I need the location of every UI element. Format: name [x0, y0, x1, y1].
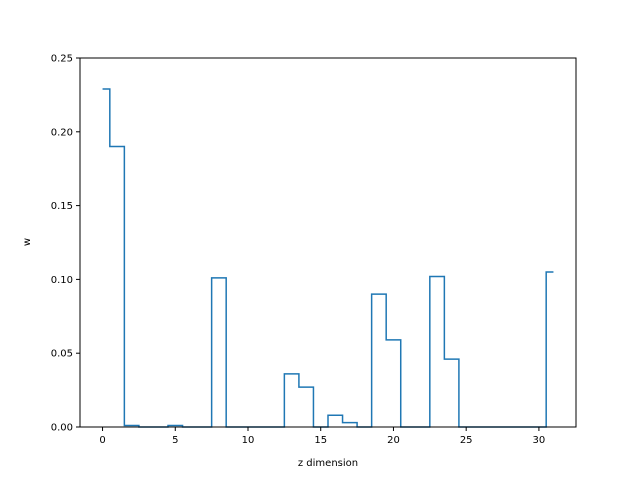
y-tick-label: 0.10 [51, 275, 73, 286]
y-tick-label: 0.25 [51, 54, 73, 65]
y-tick-label: 0.15 [51, 201, 73, 212]
data-series-line [102, 88, 554, 428]
x-tick-label: 5 [172, 435, 178, 446]
x-tick-label: 20 [387, 435, 400, 446]
y-axis: 0.00 0.05 0.10 0.15 0.20 0.25 [51, 54, 80, 434]
x-tick-label: 25 [460, 435, 473, 446]
x-tick-label: 15 [314, 435, 327, 446]
y-tick-label: 0.05 [51, 349, 73, 360]
x-tick-label: 10 [242, 435, 255, 446]
axes-frame [79, 57, 577, 428]
x-tick-label: 0 [99, 435, 105, 446]
x-axis-label: z dimension [298, 458, 358, 469]
y-axis-label: w [22, 238, 33, 246]
y-tick-label: 0.00 [51, 423, 73, 434]
x-tick-label: 30 [533, 435, 546, 446]
x-axis: 0 5 10 15 20 25 30 [99, 427, 545, 446]
plot-area [102, 88, 554, 428]
y-tick-label: 0.20 [51, 127, 73, 138]
